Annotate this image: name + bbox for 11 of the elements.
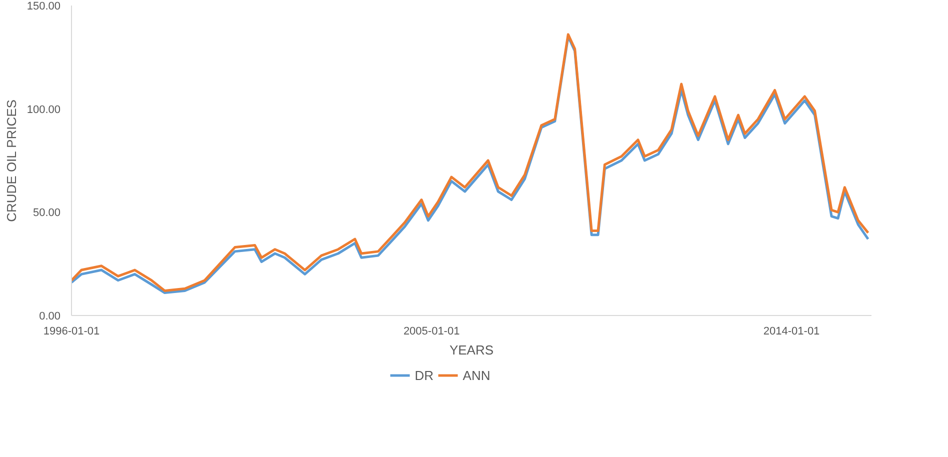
x-tick-label: 1996-01-01: [43, 326, 100, 338]
x-axis-title: YEARS: [449, 342, 494, 358]
x-tick-label: 2014-01-01: [763, 326, 820, 338]
legend-label: ANN: [462, 368, 490, 382]
y-tick-label: 150.00: [26, 0, 61, 12]
y-axis-title: CRUDE OIL PRICES: [4, 99, 19, 222]
y-tick-label: 50.00: [32, 207, 61, 220]
y-tick-label: 100.00: [26, 104, 61, 116]
legend-label: DR: [414, 368, 435, 382]
y-tick-label: 0.00: [39, 310, 61, 322]
x-tick-label: 2005-01-01: [403, 326, 460, 338]
